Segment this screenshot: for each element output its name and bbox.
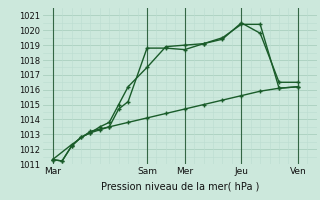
X-axis label: Pression niveau de la mer( hPa ): Pression niveau de la mer( hPa )	[101, 181, 259, 191]
